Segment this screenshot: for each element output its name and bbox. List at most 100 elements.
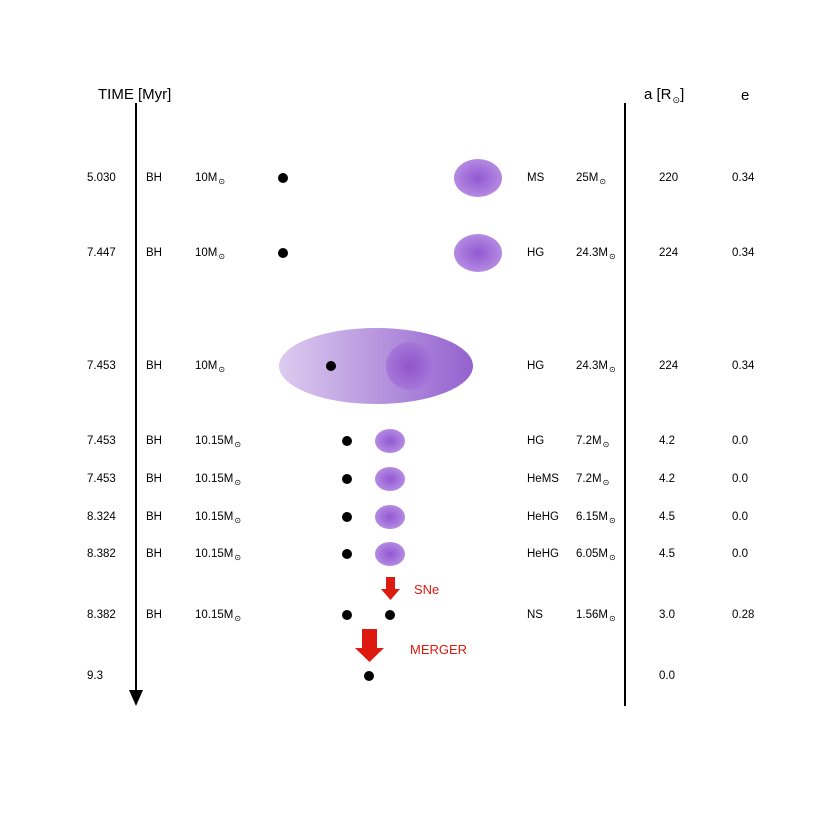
sun-symbol: ⊙ [218,365,226,374]
mass-unit: M [223,435,234,447]
primary-type: BH [146,172,162,184]
sun-symbol: ⊙ [234,553,242,562]
mass-unit: M [598,548,608,560]
companion-type: HG [527,247,545,259]
sun-symbol: ⊙ [234,478,242,487]
mass-value: 10.15 [195,511,224,523]
time-value: 8.324 [87,511,116,523]
companion-type: HeMS [527,473,559,485]
supernova-label: SNe [414,582,440,597]
primary-type: BH [146,609,162,621]
sun-symbol: ⊙ [234,440,242,449]
companion-mass: 6.05M⊙ [576,547,616,562]
sun-symbol: ⊙ [608,365,616,374]
mass-value: 10 [195,247,208,259]
mass-value: 6.05 [576,548,599,560]
eccentricity-value: 0.0 [732,435,748,447]
sun-symbol: ⊙ [608,614,616,623]
separation-value: 4.2 [659,435,675,447]
mass-value: 10.15 [195,435,224,447]
mass-unit: M [598,511,608,523]
primary-mass: 10.15M⊙ [195,434,241,449]
time-value: 8.382 [87,548,116,560]
primary-type: BH [146,548,162,560]
eccentricity-header: e [741,87,750,104]
eccentricity-value: 0.0 [732,473,748,485]
primary-mass: 10.15M⊙ [195,472,241,487]
time-axis-arrowhead [129,690,143,706]
primary-type: BH [146,247,162,259]
separation-value: 4.2 [659,473,675,485]
companion-type: MS [527,172,545,184]
mass-value: 7.2 [576,435,592,447]
primary-mass: 10.15M⊙ [195,547,241,562]
time-value: 9.3 [87,670,103,682]
companion-star [375,429,405,453]
companion-mass: 24.3M⊙ [576,246,616,261]
black-hole [342,549,352,559]
mass-value: 7.2 [576,473,592,485]
companion-star [375,542,405,566]
time-value: 7.453 [87,435,116,447]
separation-value: 4.5 [659,511,675,523]
sun-symbol: ⊙ [234,516,242,525]
mass-unit: M [223,548,234,560]
supernova-arrow [381,577,400,600]
sun-symbol: ⊙ [602,478,610,487]
companion-star [454,159,502,197]
eccentricity-value: 0.34 [732,172,755,184]
companion-star [375,467,405,491]
eccentricity-value: 0.34 [732,360,755,372]
mass-value: 10 [195,360,208,372]
companion-type: HeHG [527,511,559,523]
eccentricity-value: 0.28 [732,609,755,621]
companion-star [454,234,502,272]
companion-mass: 6.15M⊙ [576,510,616,525]
eccentricity-value: 0.0 [732,548,748,560]
mass-unit: M [223,473,234,485]
sun-symbol: ⊙ [608,553,616,562]
primary-mass: 10M⊙ [195,246,225,261]
companion-type: HG [527,435,545,447]
time-value: 5.030 [87,172,116,184]
separation-value: 224 [659,247,679,259]
separation-header-close: ] [680,86,685,103]
mass-unit: M [598,609,608,621]
primary-mass: 10.15M⊙ [195,608,241,623]
mass-unit: M [223,609,234,621]
separation-value: 3.0 [659,609,675,621]
time-value: 7.453 [87,360,116,372]
separation-value: 4.5 [659,548,675,560]
sun-symbol: ⊙ [234,614,242,623]
mass-unit: M [588,172,599,184]
separation-header: a [R⊙] [644,86,685,105]
primary-mass: 10M⊙ [195,171,225,186]
black-hole [278,173,288,183]
mass-value: 10 [195,172,208,184]
black-hole [278,248,288,258]
black-hole [342,436,352,446]
mass-value: 10.15 [195,473,224,485]
sun-symbol: ⊙ [218,252,226,261]
companion-type: NS [527,609,543,621]
mass-unit: M [207,247,218,259]
merged-remnant [364,671,374,681]
sun-symbol: ⊙ [608,252,616,261]
separation-value: 220 [659,172,679,184]
merger-arrow [355,629,384,662]
companion-type: HG [527,360,545,372]
separation-value: 0.0 [659,670,675,682]
separation-value: 224 [659,360,679,372]
companion-mass: 7.2M⊙ [576,434,609,449]
sun-symbol: ⊙ [218,177,226,186]
companion-core [386,342,434,390]
neutron-star [385,610,395,620]
time-value: 8.382 [87,609,116,621]
sun-symbol: ⊙ [599,177,607,186]
primary-type: BH [146,360,162,372]
companion-type: HeHG [527,548,559,560]
merger-label: MERGER [410,642,468,657]
sun-symbol: ⊙ [608,516,616,525]
time-value: 7.447 [87,247,116,259]
